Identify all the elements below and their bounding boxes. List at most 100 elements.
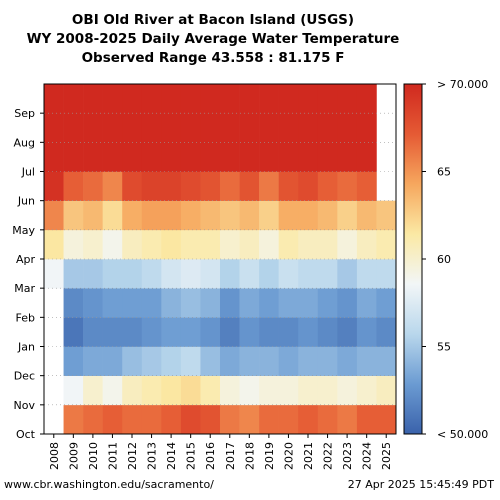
heatmap-cell (239, 375, 260, 406)
heatmap-cell (356, 200, 377, 231)
heatmap-cell (102, 113, 123, 143)
heatmap-cell (298, 229, 319, 260)
chart-title-line-2: WY 2008-2025 Daily Average Water Tempera… (26, 31, 400, 47)
heatmap-cell (141, 288, 162, 318)
x-tick-label: 2021 (302, 442, 315, 470)
heatmap-cell (102, 229, 123, 260)
heatmap-cell (278, 84, 299, 114)
heatmap-cell (337, 171, 358, 201)
heatmap-cell (220, 288, 240, 318)
heatmap-cell (259, 113, 279, 143)
heatmap-cell (122, 171, 143, 201)
heatmap-cell (220, 142, 240, 172)
heatmap-cell (102, 317, 123, 347)
heatmap-cell (122, 317, 143, 347)
heatmap-cells (44, 84, 397, 435)
heatmap-cell (259, 200, 279, 231)
heatmap-cell (83, 375, 103, 406)
heatmap-cell (278, 229, 299, 260)
y-tick-label: Feb (16, 311, 35, 324)
heatmap-cell (141, 346, 162, 376)
heatmap-cell (200, 288, 221, 318)
heatmap-cell (317, 346, 338, 376)
heatmap-cell (44, 259, 64, 289)
heatmap-cell (337, 113, 358, 143)
heatmap-cell (161, 84, 182, 114)
heatmap-cell (278, 171, 299, 201)
heatmap-cell (317, 171, 338, 201)
heatmap-cell (220, 113, 240, 143)
heatmap-cell (376, 288, 397, 318)
heatmap-cell (376, 317, 397, 347)
heatmap-cell (220, 317, 240, 347)
y-tick-label: Mar (14, 282, 35, 295)
colorbar-tick-label: 60 (437, 253, 451, 266)
heatmap-cell (122, 142, 143, 172)
y-tick-label: May (12, 224, 35, 237)
heatmap-cell (63, 288, 84, 318)
heatmap-cell (200, 317, 221, 347)
heatmap-cell (239, 171, 260, 201)
heatmap-cell (180, 375, 201, 406)
heatmap-cell (44, 142, 64, 172)
heatmap-cell (317, 113, 338, 143)
heatmap-cell (376, 404, 397, 435)
heatmap-cell (356, 346, 377, 376)
chart-title-line-3: Observed Range 43.558 : 81.175 F (81, 50, 345, 66)
x-tick-label: 2017 (224, 442, 237, 470)
heatmap-cell (122, 113, 143, 143)
heatmap-cell (298, 171, 319, 201)
heatmap-cell (102, 171, 123, 201)
heatmap-cell (180, 317, 201, 347)
heatmap-cell (161, 346, 182, 376)
heatmap-cell (220, 375, 240, 406)
y-tick-label: Apr (16, 253, 36, 266)
x-tick-label: 2010 (87, 442, 100, 470)
heatmap-cell (337, 288, 358, 318)
heatmap-cell (298, 84, 319, 114)
heatmap-cell (298, 375, 319, 406)
heatmap-cell (356, 288, 377, 318)
heatmap-cell (278, 346, 299, 376)
heatmap-cell (83, 317, 103, 347)
x-tick-label: 2022 (322, 442, 335, 470)
heatmap-cell (180, 142, 201, 172)
heatmap-cell (161, 113, 182, 143)
heatmap-cell (200, 346, 221, 376)
heatmap-cell (259, 171, 279, 201)
heatmap-cell (200, 113, 221, 143)
heatmap-cell (239, 259, 260, 289)
y-tick-label: Dec (14, 370, 35, 383)
heatmap-cell (337, 84, 358, 114)
heatmap-cell (337, 229, 358, 260)
x-tick-label: 2008 (48, 442, 61, 470)
heatmap-cell (337, 200, 358, 231)
heatmap-cell (239, 142, 260, 172)
heatmap-cell (200, 84, 221, 114)
y-tick-label: Oct (16, 428, 36, 441)
heatmap-cell (200, 375, 221, 406)
x-tick-label: 2025 (380, 442, 393, 470)
heatmap-cell (180, 259, 201, 289)
heatmap-cell (298, 288, 319, 318)
footer-source-url: www.cbr.washington.edu/sacramento/ (4, 478, 214, 491)
heatmap-cell (376, 375, 397, 406)
heatmap-cell (83, 288, 103, 318)
colorbar-tick-label: 65 (437, 166, 451, 179)
heatmap-cell (102, 84, 123, 114)
heatmap-cell (83, 200, 103, 231)
heatmap-cell (337, 404, 358, 435)
heatmap-cell (44, 171, 64, 201)
heatmap-cell (83, 229, 103, 260)
heatmap-cell (161, 229, 182, 260)
heatmap-cell (220, 84, 240, 114)
heatmap-cell (44, 229, 64, 260)
colorbar: < 50.000 55 60 65 > 70.000 (403, 78, 488, 441)
heatmap-cell (83, 142, 103, 172)
heatmap-cell (317, 229, 338, 260)
heatmap-cell (141, 113, 162, 143)
heatmap-cell (337, 375, 358, 406)
y-tick-label: Jun (17, 195, 35, 208)
heatmap-cell (161, 375, 182, 406)
heatmap-cell (278, 200, 299, 231)
